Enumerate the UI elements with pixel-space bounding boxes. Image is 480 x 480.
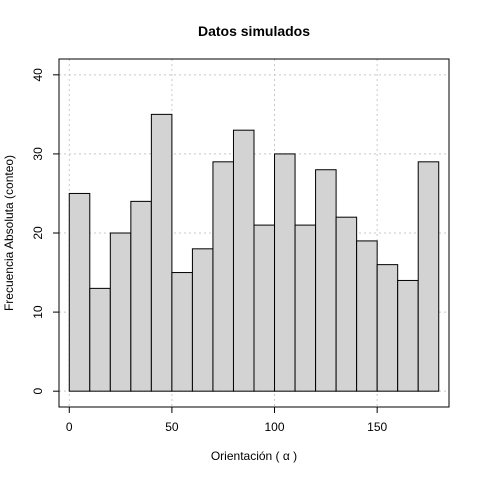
histogram-bar xyxy=(294,224,317,392)
histogram-bar xyxy=(212,161,234,392)
x-tick-label: 100 xyxy=(265,420,285,434)
y-tick-label: 0 xyxy=(31,388,45,395)
histogram-bar xyxy=(253,224,276,392)
histogram-bar xyxy=(68,192,91,392)
histogram-bar xyxy=(191,248,214,392)
histogram-bar xyxy=(397,279,419,392)
x-axis-label: Orientación ( α ) xyxy=(211,449,297,463)
x-axis: 0 50 100 150 xyxy=(66,407,387,434)
x-tick-label: 0 xyxy=(66,420,73,434)
histogram-bar xyxy=(89,287,111,392)
histogram-bar xyxy=(109,232,132,392)
histogram-bar xyxy=(150,113,173,392)
y-tick-label: 40 xyxy=(31,68,45,82)
y-tick-label: 30 xyxy=(31,147,45,161)
y-tick-label: 20 xyxy=(31,226,45,240)
histogram-bar xyxy=(356,240,378,392)
histogram-bar xyxy=(335,216,358,392)
histogram-bar xyxy=(274,153,296,392)
y-axis: 0 10 20 30 40 xyxy=(31,68,59,395)
histogram-bar xyxy=(376,264,399,392)
x-tick-label: 50 xyxy=(165,420,179,434)
histogram-bar xyxy=(171,272,193,392)
histogram-bar xyxy=(130,200,152,392)
histogram-bars xyxy=(68,113,440,392)
y-axis-label: Frecuencia Absoluta (conteo) xyxy=(2,155,16,311)
chart-title: Datos simulados xyxy=(198,23,310,39)
histogram-bar xyxy=(232,129,255,392)
x-tick-label: 150 xyxy=(367,420,387,434)
y-tick-label: 10 xyxy=(31,305,45,319)
histogram-bar xyxy=(315,169,337,392)
histogram-bar xyxy=(417,161,440,392)
